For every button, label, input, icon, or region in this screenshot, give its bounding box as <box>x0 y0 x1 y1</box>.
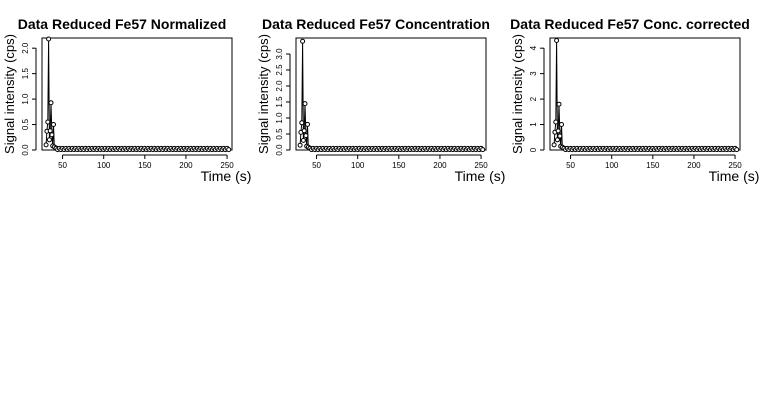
y-tick-label: 0 <box>529 147 538 152</box>
chart-panel-normalized: Data Reduced Fe57 Normalized 0.0 0.5 1.0 1.5… <box>2 16 252 184</box>
x-axis-label: Time (s) <box>201 168 252 184</box>
x-tick-label: 150 <box>138 161 152 170</box>
data-point <box>302 101 308 107</box>
data-point <box>300 38 306 44</box>
x-axis-label: Time (s) <box>455 168 506 184</box>
series-line <box>45 38 228 150</box>
y-tick-label: 0.5 <box>21 118 30 130</box>
data-point <box>226 147 232 153</box>
data-point <box>554 137 560 143</box>
y-tick-label: 2 <box>529 96 538 101</box>
plot-frame <box>295 37 487 151</box>
plot-frame <box>41 37 233 151</box>
chart-panel-conc-corrected: Data Reduced Fe57 Conc. corrected 0 1 2 3 4 50… <box>510 16 760 184</box>
data-point <box>554 38 560 43</box>
data-point <box>734 147 740 153</box>
x-axis-label: Time (s) <box>709 168 760 184</box>
x-tick-label: 200 <box>687 161 701 170</box>
data-point <box>551 142 557 148</box>
y-tick-label: 2.0 <box>275 80 284 92</box>
chart-title: Data Reduced Fe57 Concentration <box>262 16 490 32</box>
data-point <box>51 122 56 127</box>
x-tick-label: 50 <box>312 161 321 170</box>
data-point <box>303 133 309 139</box>
baseline-points <box>53 145 232 153</box>
data-point <box>480 147 486 153</box>
y-tick-label: 0.0 <box>275 144 284 156</box>
y-tick-label: 1.0 <box>275 112 284 124</box>
chart-title: Data Reduced Fe57 Conc. corrected <box>510 16 750 32</box>
y-tick-label: 0.5 <box>275 128 284 140</box>
data-point <box>301 128 307 134</box>
y-tick-label: 1.5 <box>21 68 30 80</box>
data-point <box>48 100 54 106</box>
x-tick-label: 250 <box>220 161 234 170</box>
x-tick-label: 100 <box>351 161 365 170</box>
data-point <box>305 121 310 127</box>
y-tick-label: 1.5 <box>275 96 284 108</box>
y-axis-label: Signal intensity (cps) <box>256 34 271 154</box>
x-tick-label: 250 <box>474 161 488 170</box>
data-point <box>555 128 561 134</box>
chart-panel-concentration: Data Reduced Fe57 Concentration 0.0 0.5 1.0… <box>256 16 506 184</box>
data-point <box>47 128 53 134</box>
data-point <box>43 142 49 148</box>
y-tick-label: 0.0 <box>21 144 30 156</box>
data-point <box>557 133 563 139</box>
data-point <box>46 36 52 42</box>
data-point <box>559 122 564 127</box>
baseline-points <box>307 145 486 153</box>
data-point <box>553 119 559 125</box>
chart-title: Data Reduced Fe57 Normalized <box>18 16 227 32</box>
data-point <box>49 132 55 138</box>
data-point <box>46 137 52 143</box>
x-tick-label: 150 <box>646 161 660 170</box>
y-axis-label: Signal intensity (cps) <box>510 34 525 154</box>
data-point <box>556 101 562 107</box>
y-tick-label: 2.5 <box>275 64 284 76</box>
y-tick-label: 2.0 <box>21 42 30 54</box>
y-tick-label: 1 <box>529 122 538 127</box>
x-tick-label: 50 <box>58 161 67 170</box>
x-tick-label: 50 <box>566 161 575 170</box>
plot-frame <box>549 37 741 151</box>
data-point <box>297 142 303 148</box>
x-tick-label: 200 <box>433 161 447 170</box>
x-tick-label: 150 <box>392 161 406 170</box>
data-point <box>45 119 51 125</box>
x-tick-label: 200 <box>179 161 193 170</box>
y-tick-label: 3.0 <box>275 48 284 60</box>
y-tick-label: 1.0 <box>21 93 30 105</box>
y-tick-label: 4 <box>529 45 538 50</box>
y-tick-label: 3 <box>529 71 538 76</box>
chart-area: Data Reduced Fe57 Normalized 0.0 0.5 1.0 1.5… <box>0 0 760 190</box>
data-point <box>299 120 305 126</box>
x-tick-label: 100 <box>97 161 111 170</box>
x-tick-label: 100 <box>605 161 619 170</box>
x-tick-label: 250 <box>728 161 742 170</box>
data-point <box>300 137 306 143</box>
baseline-points <box>561 145 740 153</box>
series-line <box>299 41 482 150</box>
y-axis-label: Signal intensity (cps) <box>2 34 17 154</box>
series-line <box>553 40 736 150</box>
